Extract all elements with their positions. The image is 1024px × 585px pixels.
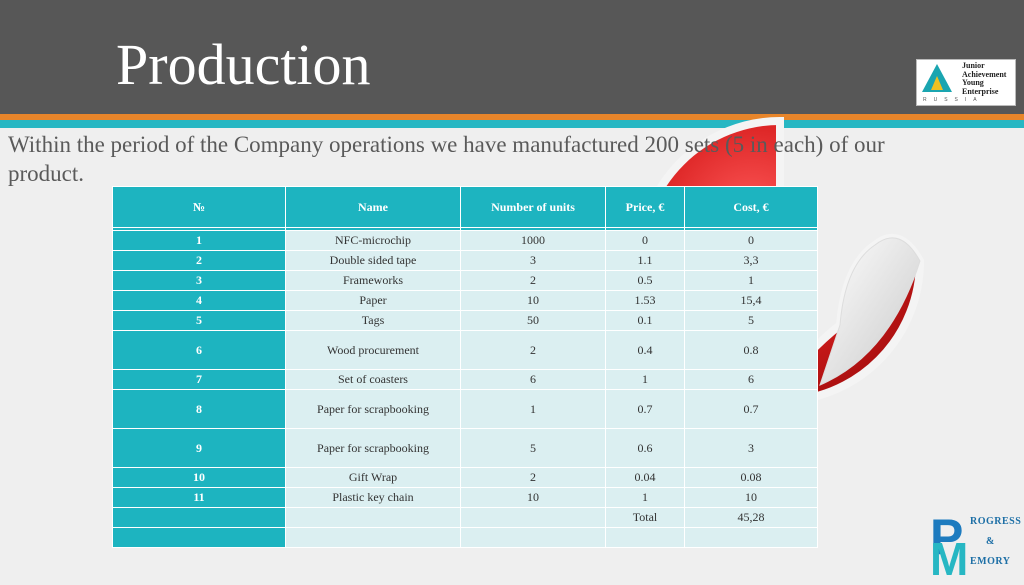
table-row-empty (112, 527, 818, 548)
progress-memory-logo: P M ROGRESS & EMORY (928, 509, 1024, 582)
header-cost: Cost, € (684, 186, 818, 228)
slide-header (0, 0, 1024, 114)
logo-text: Junior Achievement Young Enterprise (962, 61, 1007, 96)
table-row: 9 Paper for scrapbooking 5 0.6 3 (112, 428, 818, 468)
logo-letter-p: P (930, 509, 964, 565)
orange-stripe (0, 114, 1024, 120)
junior-achievement-logo: Junior Achievement Young Enterprise RUSS… (916, 59, 1016, 106)
table-row: 8 Paper for scrapbooking 1 0.7 0.7 (112, 389, 818, 429)
slide-title: Production (116, 32, 371, 97)
total-value: 45,28 (684, 507, 818, 528)
production-table: № Name Number of units Price, € Cost, € … (112, 186, 818, 548)
table-row: 11 Plastic key chain 10 1 10 (112, 487, 818, 508)
table-row: 5 Tags 50 0.1 5 (112, 310, 818, 331)
table-row: 3 Frameworks 2 0.5 1 (112, 270, 818, 291)
table-row: 1 NFC-microchip 1000 0 0 (112, 230, 818, 251)
table-row: 7 Set of coasters 6 1 6 (112, 369, 818, 390)
table-row: 2 Double sided tape 3 1.1 3,3 (112, 250, 818, 271)
header-number: № (112, 186, 286, 228)
header-name: Name (285, 186, 461, 228)
table-row: 10 Gift Wrap 2 0.04 0.08 (112, 467, 818, 488)
table-total-row: Total 45,28 (112, 507, 818, 528)
logo-ampersand: & (986, 536, 995, 547)
teal-stripe (0, 120, 1024, 128)
intro-text: Within the period of the Company operati… (8, 132, 885, 186)
logo-figure-icon (931, 76, 943, 90)
table-row: 6 Wood procurement 2 0.4 0.8 (112, 330, 818, 370)
logo-letter-m: M (930, 533, 969, 585)
logo-word-memory: EMORY (970, 556, 1011, 567)
table-row: 4 Paper 10 1.53 15,4 (112, 290, 818, 311)
logo-subtext: RUSSIA (923, 97, 984, 103)
header-units: Number of units (460, 186, 606, 228)
logo-word-progress: ROGRESS (970, 516, 1022, 527)
total-label: Total (605, 507, 685, 528)
header-price: Price, € (605, 186, 685, 228)
table-header-row: № Name Number of units Price, € Cost, € (112, 186, 818, 228)
